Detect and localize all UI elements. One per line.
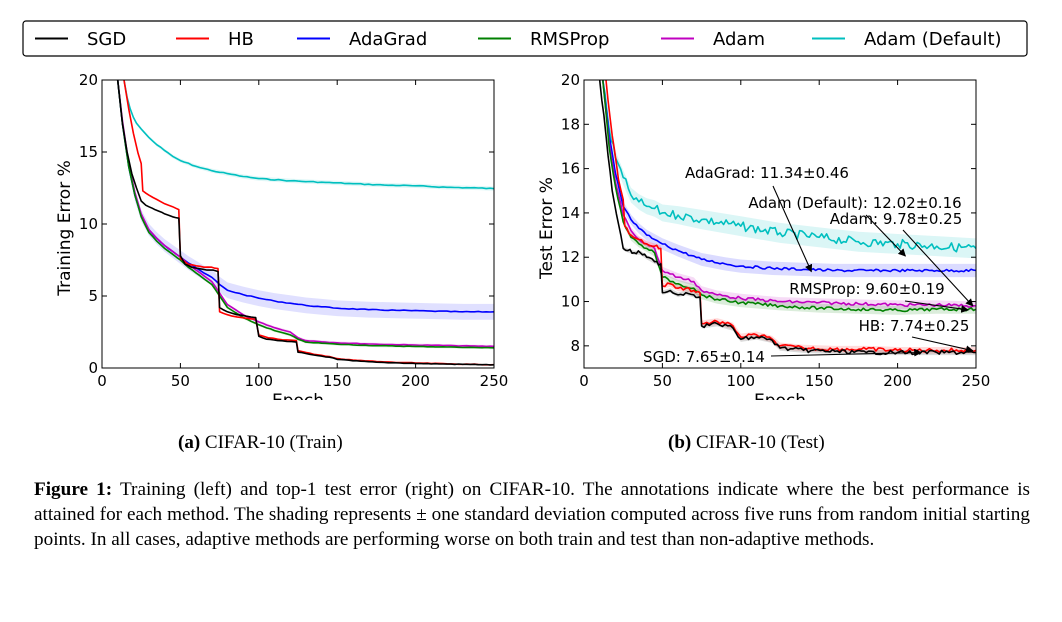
y-tick-label: 5 [88,287,98,305]
figure-caption: Figure 1: Training (left) and top-1 test… [34,477,1030,552]
legend-frame [22,20,1028,57]
series-line-adagrad [116,80,494,313]
series-line-sgd [598,80,976,356]
series-line-adam-default [123,80,494,190]
legend-label-adam-default: Adam (Default) [864,29,1002,50]
annotation-adam: Adam: 9.78±0.25 [830,210,963,228]
subcaption-a-label: (a) [178,432,201,453]
caption-label: Figure 1: [34,479,113,500]
y-tick-label: 12 [561,248,580,266]
legend-entries: SGD HB AdaGrad RMSProp Adam Adam (Default) [35,29,1002,50]
annotation-arrow [904,300,969,313]
test-x-axis-label: Epoch [754,391,806,400]
train-error-chart: 0 50 100 150 200 250 0 5 10 15 20 Epoch Training E… [55,71,508,400]
legend-label-rmsprop: RMSProp [530,29,609,50]
best-performance-annotations: AdaGrad: 11.34±0.46 Adam (Default): 12.02… [643,164,974,366]
x-tick-label: 250 [480,372,509,390]
x-tick-label: 200 [401,372,430,390]
legend: SGD HB AdaGrad RMSProp Adam Adam (Default) [22,20,1028,57]
x-tick-label: 100 [244,372,273,390]
series-line-adam-default [602,80,976,253]
annotation-arrow [865,214,906,257]
legend-label-sgd: SGD [87,29,126,50]
train-x-axis-label: Epoch [272,391,324,400]
annotation-arrow [772,185,813,273]
std-band-adam-default [123,80,494,191]
x-tick-label: 250 [962,372,991,390]
subcaption-b: (b) CIFAR-10 (Test) [668,432,825,454]
y-tick-label: 18 [561,115,580,133]
x-tick-label: 100 [726,372,755,390]
series-line-adagrad [602,80,976,273]
std-band-adagrad [117,80,494,320]
legend-label-adagrad: AdaGrad [349,29,427,50]
y-tick-label: 10 [79,215,98,233]
annotation-arrow [902,229,974,307]
train-plot-frame [101,79,495,369]
x-tick-label: 200 [883,372,912,390]
subcaption-a-text: CIFAR-10 (Train) [204,432,343,453]
y-tick-label: 0 [88,359,98,377]
x-tick-label: 150 [805,372,834,390]
x-tick-label: 50 [653,372,672,390]
test-error-chart: 0 50 100 150 200 250 8 10 12 14 16 18 20 AdaGrad: 11… [537,71,990,400]
annotation-hb: HB: 7.74±0.25 [859,317,970,335]
y-tick-label: 14 [561,204,580,222]
train-y-axis-label: Training Error % [55,160,75,296]
y-tick-label: 15 [79,143,98,161]
legend-label-adam: Adam [713,29,765,50]
y-tick-label: 10 [561,293,580,311]
annotation-arrow [911,336,974,353]
y-tick-label: 16 [561,160,580,178]
x-tick-label: 0 [97,372,107,390]
series-line-adam [602,80,976,308]
x-tick-label: 0 [579,372,589,390]
test-y-axis-label: Test Error % [537,177,557,280]
subcaption-b-label: (b) [668,432,692,453]
subcaption-a: (a) CIFAR-10 (Train) [178,432,343,454]
x-tick-label: 50 [171,372,190,390]
annotation-rmsprop: RMSProp: 9.60±0.19 [789,280,944,298]
y-tick-label: 8 [570,337,580,355]
annotation-adam-default: Adam (Default): 12.02±0.16 [748,194,961,212]
figure-canvas: SGD HB AdaGrad RMSProp Adam Adam (Default) 0 5… [22,20,1028,400]
subcaption-b-text: CIFAR-10 (Test) [695,432,825,453]
std-band-adam-default [602,80,976,259]
y-tick-label: 20 [79,71,98,89]
x-tick-label: 150 [323,372,352,390]
annotation-sgd: SGD: 7.65±0.14 [643,348,765,366]
annotation-arrow [770,348,922,357]
y-tick-label: 20 [561,71,580,89]
annotation-adagrad: AdaGrad: 11.34±0.46 [685,164,849,182]
series-line-rmsprop [602,80,976,313]
series-line-rmsprop [116,80,494,349]
test-plot-frame [583,79,977,369]
series-line-adam [116,80,494,348]
legend-label-hb: HB [228,29,254,50]
caption-text: Training (left) and top-1 test error (ri… [34,479,1030,550]
series-line-sgd [116,80,494,366]
